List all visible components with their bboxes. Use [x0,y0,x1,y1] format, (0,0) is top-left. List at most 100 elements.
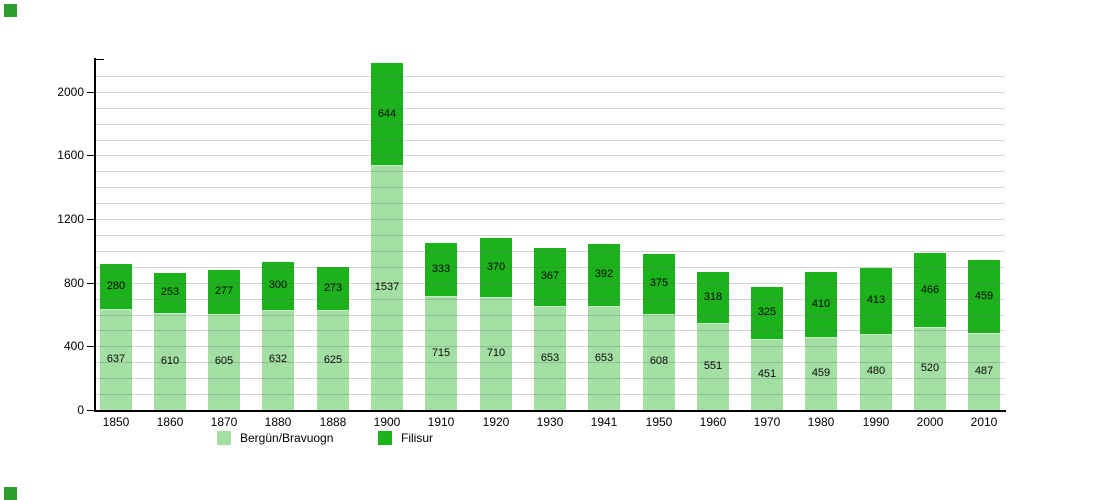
bar-1941-bergun-value: 653 [594,352,614,364]
y-tick-1200 [87,219,94,220]
gridline-1400 [96,187,1005,188]
bar-1980-filisur-value: 410 [811,298,831,310]
bar-1870-bergun-value: 605 [214,355,234,367]
bar-1970-filisur-value: 325 [757,306,777,318]
bar-1860-filisur-segment [154,273,186,314]
x-tick-label-1960: 1960 [699,415,727,429]
y-axis-top-tick [96,59,104,60]
x-tick-label-1930: 1930 [536,415,564,429]
bar-1980-bergun-segment [805,337,837,410]
gridline-400 [96,346,1005,347]
bar-1900-bergun-segment [371,165,403,410]
bar-1990-filisur-segment [860,268,892,335]
bar-1850-filisur-segment [100,264,132,310]
bar-1960-filisur-segment [697,272,729,324]
bar-1950-bergun-segment [643,313,675,410]
bar-2000-filisur-value: 466 [920,284,940,296]
y-tick-label: 800 [63,276,84,290]
gridline-200 [96,378,1005,379]
bar-1888-bergun-segment [317,311,349,410]
bar-1990-filisur-value: 413 [866,294,886,306]
bar-2000-filisur-segment [914,253,946,328]
bar-1888-filisur-segment [317,267,349,311]
y-tick-label: 0 [77,403,84,417]
gridline-700 [96,299,1005,300]
bar-1990-bergun-segment [860,334,892,410]
bar-1970-filisur-segment [751,287,783,340]
gridline-1900 [96,108,1005,109]
bar-1850-filisur-value: 280 [106,280,126,292]
bar-1860-bergun-segment [154,313,186,410]
gridline-1500 [96,171,1005,172]
x-tick-label-1910: 1910 [427,415,455,429]
bar-1960-filisur-value: 318 [703,291,723,303]
bar-1941-bergun-segment [588,306,620,410]
bar-1930-filisur-segment [534,248,566,307]
bar-1888-filisur-value: 273 [323,282,343,294]
bar-1970-bergun-value: 451 [757,368,777,380]
bar-1941-filisur-segment [588,244,620,307]
x-tick-label-1970: 1970 [753,415,781,429]
gridline-1200 [96,219,1005,220]
legend-label-bergun: Bergün/Bravuogn [240,431,334,445]
bar-1880-bergun-value: 632 [268,353,288,365]
x-tick-label-1888: 1888 [319,415,347,429]
x-tick-label-1860: 1860 [156,415,184,429]
bar-1980-filisur-segment [805,272,837,338]
y-tick-400 [87,346,94,347]
y-tick-1600 [87,155,94,156]
bar-1950-bergun-value: 608 [649,355,669,367]
bar-1930-bergun-value: 653 [540,352,560,364]
bar-1910-bergun-value: 715 [431,347,451,359]
x-tick-label-1990: 1990 [862,415,890,429]
bar-1960-bergun-segment [697,322,729,410]
bar-1920-bergun-segment [480,297,512,410]
y-tick-0 [87,410,94,411]
bar-1930-bergun-segment [534,306,566,410]
x-tick-label-2010: 2010 [970,415,998,429]
bar-2010-filisur-value: 459 [974,290,994,302]
y-tick-label: 1200 [57,212,84,226]
gridline-600 [96,315,1005,316]
gridline-1700 [96,140,1005,141]
y-tick-2000 [87,92,94,93]
corner-marker-bottom-left [4,487,17,500]
bar-1860-filisur-value: 253 [160,286,180,298]
x-tick-label-1950: 1950 [645,415,673,429]
x-tick-label-1980: 1980 [807,415,835,429]
y-tick-label: 1600 [57,148,84,162]
bar-2000-bergun-segment [914,327,946,410]
bar-1970-bergun-segment [751,338,783,410]
gridline-900 [96,267,1005,268]
bar-1900-filisur-value: 644 [377,108,397,120]
x-tick-label-1920: 1920 [482,415,510,429]
gridline-500 [96,330,1005,331]
bar-1880-filisur-segment [262,262,294,311]
bar-2010-filisur-segment [968,260,1000,334]
bar-1941-filisur-value: 392 [594,268,614,280]
bar-1980-bergun-value: 459 [811,367,831,379]
gridline-2000 [96,92,1005,93]
gridline-1800 [96,124,1005,125]
y-axis [94,58,96,412]
y-tick-800 [87,283,94,284]
x-tick-label-1941: 1941 [590,415,618,429]
bar-1950-filisur-segment [643,254,675,315]
bar-1920-bergun-value: 710 [486,347,506,359]
x-tick-label-1880: 1880 [264,415,292,429]
bar-1930-filisur-value: 367 [540,270,560,282]
bar-1910-filisur-segment [425,243,457,297]
corner-marker-top-left [4,4,17,17]
bar-1850-bergun-value: 637 [106,353,126,365]
legend-label-filisur: Filisur [401,431,433,445]
gridline-1100 [96,235,1005,236]
bar-1870-bergun-segment [208,314,240,410]
bar-1850-bergun-segment [100,309,132,410]
x-tick-label-2000: 2000 [916,415,944,429]
bar-1870-filisur-segment [208,270,240,315]
bar-2010-bergun-segment [968,333,1000,410]
bar-2010-bergun-value: 487 [974,365,994,377]
x-tick-label-1870: 1870 [210,415,238,429]
gridline-1000 [96,251,1005,252]
